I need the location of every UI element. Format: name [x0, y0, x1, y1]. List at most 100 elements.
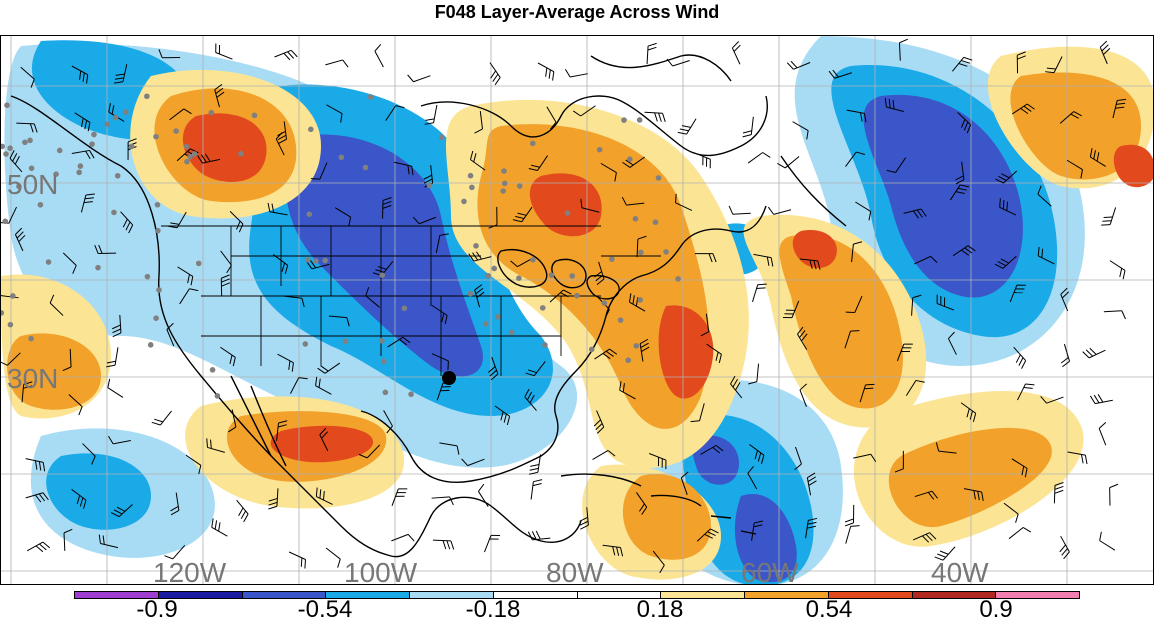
station-dot: [78, 163, 84, 169]
wind-barb: [752, 284, 766, 302]
wind-barb: [1009, 527, 1031, 538]
shade-strong-positive: [1114, 145, 1154, 187]
station-dot: [302, 341, 308, 347]
station-dot: [380, 272, 386, 278]
station-dot: [209, 110, 215, 116]
station-dot: [461, 199, 467, 205]
station-dot: [609, 256, 615, 262]
station-dot: [4, 102, 10, 108]
wind-barb: [1083, 348, 1106, 358]
station-dot: [91, 132, 97, 138]
station-dot: [1, 144, 5, 150]
station-dot: [196, 261, 202, 267]
station-dot: [633, 216, 639, 222]
station-dot: [368, 94, 374, 100]
station-dot: [252, 113, 258, 119]
colorbar-label: 0.9: [979, 598, 1012, 622]
wind-barb: [1110, 261, 1125, 280]
station-dot: [148, 342, 154, 348]
station-dot: [517, 183, 523, 189]
station-dot: [184, 159, 190, 165]
station-dot: [144, 93, 150, 99]
station-dot: [602, 300, 608, 306]
station-dot: [663, 249, 669, 255]
station-dot: [402, 305, 408, 311]
black-dot-marker: [442, 371, 456, 385]
station-dot: [656, 175, 662, 181]
station-dot: [469, 185, 475, 191]
station-dot: [95, 265, 101, 271]
station-dot: [111, 210, 117, 216]
station-dot: [89, 141, 95, 147]
wind-barb: [748, 364, 758, 384]
station-dot: [153, 134, 159, 140]
station-dot: [501, 168, 507, 174]
station-dot: [653, 219, 659, 225]
wind-shading-layer: [1, 36, 1154, 585]
wind-barb: [678, 119, 696, 134]
lon-label-120w: 120W: [153, 557, 227, 585]
lat-label-50n: 50N: [7, 169, 58, 200]
station-dot: [313, 258, 319, 264]
station-dot: [627, 156, 633, 162]
station-dot: [123, 109, 129, 115]
station-dot: [28, 336, 34, 342]
colorbar-label: 0.54: [806, 598, 853, 622]
station-dot: [308, 127, 314, 133]
station-dot: [468, 291, 474, 297]
wind-barb: [392, 489, 407, 506]
station-dot: [339, 154, 345, 160]
station-dot: [210, 367, 216, 373]
wind-barb: [1099, 422, 1106, 445]
wind-barb: [375, 44, 383, 67]
wind-barb: [433, 540, 454, 549]
station-dot: [491, 266, 497, 272]
station-dot: [675, 276, 681, 282]
lat-label-30n: 30N: [7, 363, 58, 394]
wind-barb: [275, 50, 298, 60]
colorbar-label: -0.18: [466, 598, 521, 622]
station-dot: [379, 338, 385, 344]
station-dot: [468, 173, 474, 179]
wind-barb: [768, 207, 791, 214]
station-dot: [363, 165, 369, 171]
lon-label-80w: 80W: [546, 557, 604, 585]
wind-barb: [1054, 482, 1063, 503]
wind-barb: [845, 505, 854, 526]
station-dot: [637, 297, 643, 303]
wind-barb: [1101, 207, 1115, 225]
station-dot: [184, 144, 190, 150]
wind-barb: [528, 531, 550, 540]
wind-barb: [748, 153, 770, 164]
station-dot: [483, 321, 489, 327]
wind-barb: [237, 500, 248, 522]
station-dot: [2, 219, 8, 225]
station-dot: [238, 151, 244, 157]
map-canvas: 50N 30N 120W 100W 80W 60W 40W: [1, 36, 1154, 585]
station-dot: [574, 293, 580, 299]
colorbar-labels: -0.9 -0.54 -0.18 0.18 0.54 0.9: [0, 598, 1154, 622]
wind-barb: [408, 75, 431, 82]
colorbar-label: 0.18: [637, 598, 684, 622]
station-dot: [104, 121, 110, 127]
wind-barb: [325, 60, 348, 67]
wind-barb: [1061, 344, 1069, 367]
station-dot: [192, 151, 198, 157]
station-dot: [618, 317, 624, 323]
station-dot: [129, 144, 135, 150]
station-dot: [500, 188, 506, 194]
wind-barb: [846, 526, 860, 544]
station-dot: [381, 359, 387, 365]
station-dot: [10, 293, 16, 299]
station-dot: [530, 257, 536, 263]
lon-label-100w: 100W: [344, 557, 418, 585]
wind-barb: [27, 542, 50, 552]
wind-barb: [1104, 311, 1126, 319]
station-dot: [156, 287, 162, 293]
wind-barb: [484, 535, 500, 552]
wind-barb: [1100, 532, 1115, 550]
station-dot: [7, 145, 13, 151]
station-dot: [173, 128, 179, 134]
station-dot: [589, 347, 595, 353]
station-dot: [322, 258, 328, 264]
